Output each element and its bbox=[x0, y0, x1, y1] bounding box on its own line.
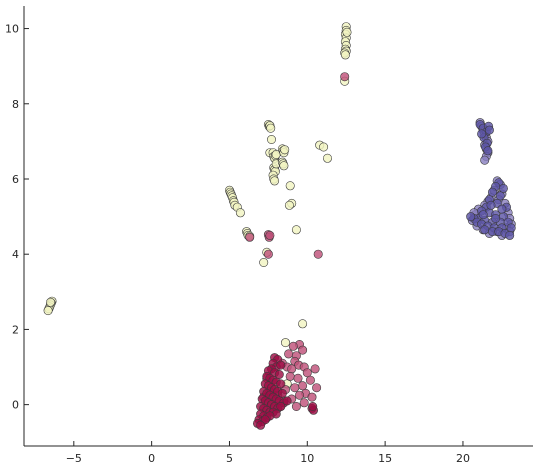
scatter-point bbox=[266, 123, 276, 133]
scatter-point bbox=[285, 371, 295, 381]
scatter-point bbox=[270, 176, 280, 186]
scatter-point bbox=[477, 129, 487, 139]
scatter-point bbox=[290, 383, 300, 393]
y-tick-label: 8 bbox=[12, 98, 19, 111]
scatter-point bbox=[340, 72, 350, 82]
scatter-point bbox=[288, 341, 298, 351]
y-tick-label: 10 bbox=[5, 23, 19, 36]
scatter-point bbox=[484, 125, 494, 135]
scatter-point bbox=[480, 155, 490, 165]
scatter-point bbox=[280, 338, 290, 348]
scatter-point bbox=[263, 249, 273, 259]
scatter-point bbox=[480, 225, 490, 235]
scatter-point bbox=[259, 257, 269, 267]
scatter-point bbox=[313, 249, 323, 259]
y-tick-label: 6 bbox=[12, 173, 19, 186]
scatter-point bbox=[280, 145, 290, 155]
scatter-point bbox=[276, 401, 286, 411]
scatter-point bbox=[483, 146, 493, 156]
scatter-point bbox=[342, 27, 352, 37]
scatter-point bbox=[43, 306, 53, 316]
x-tick-label: −5 bbox=[66, 452, 82, 465]
scatter-point bbox=[310, 364, 320, 374]
scatter-point bbox=[265, 230, 275, 240]
scatter-point bbox=[279, 161, 289, 171]
scatter-point bbox=[478, 210, 488, 220]
x-tick-label: 0 bbox=[148, 452, 155, 465]
y-tick-label: 2 bbox=[12, 323, 19, 336]
scatter-point bbox=[298, 319, 308, 329]
scatter-point bbox=[235, 208, 245, 218]
scatter-point bbox=[302, 368, 312, 378]
scatter-point bbox=[491, 214, 501, 224]
scatter-point bbox=[307, 392, 317, 402]
scatter-point bbox=[282, 396, 292, 406]
scatter-point bbox=[266, 135, 276, 145]
scatter-point bbox=[277, 388, 287, 398]
y-tick-label: 0 bbox=[12, 399, 19, 412]
scatter-point bbox=[256, 420, 266, 430]
scatter-point bbox=[298, 345, 308, 355]
scatter-point bbox=[245, 232, 255, 242]
scatter-point bbox=[505, 230, 515, 240]
scatter-point bbox=[486, 200, 496, 210]
scatter-point bbox=[305, 375, 315, 385]
x-tick-label: 20 bbox=[456, 452, 470, 465]
scatter-point bbox=[495, 191, 505, 201]
y-tick-label: 4 bbox=[12, 248, 19, 261]
scatter-point bbox=[293, 373, 303, 383]
scatter-point bbox=[487, 187, 497, 197]
scatter-point bbox=[45, 297, 55, 307]
scatter-point bbox=[276, 360, 286, 370]
scatter-point bbox=[466, 212, 476, 222]
scatter-point bbox=[340, 50, 350, 60]
data-points bbox=[43, 22, 516, 430]
scatter-point bbox=[285, 181, 295, 191]
scatter-point bbox=[497, 204, 507, 214]
scatter-point bbox=[294, 390, 304, 400]
scatter-point bbox=[498, 183, 508, 193]
scatter-point bbox=[287, 364, 297, 374]
x-tick-label: 15 bbox=[378, 452, 392, 465]
scatter-point bbox=[276, 379, 286, 389]
x-tick-label: 10 bbox=[300, 452, 314, 465]
scatter-point bbox=[284, 200, 294, 210]
scatter-point bbox=[291, 225, 301, 235]
scatter-point bbox=[291, 401, 301, 411]
scatter-point bbox=[284, 349, 294, 359]
scatter-point bbox=[299, 398, 309, 408]
scatter-point bbox=[298, 381, 308, 391]
scatter-point bbox=[308, 401, 318, 411]
axes: −5 0 5 10 15 20 0 2 4 6 8 10 bbox=[5, 6, 533, 465]
scatter-point bbox=[274, 369, 284, 379]
scatter-point bbox=[322, 153, 332, 163]
scatter-point bbox=[319, 142, 329, 152]
scatter-point bbox=[312, 383, 322, 393]
x-tick-label: 5 bbox=[226, 452, 233, 465]
